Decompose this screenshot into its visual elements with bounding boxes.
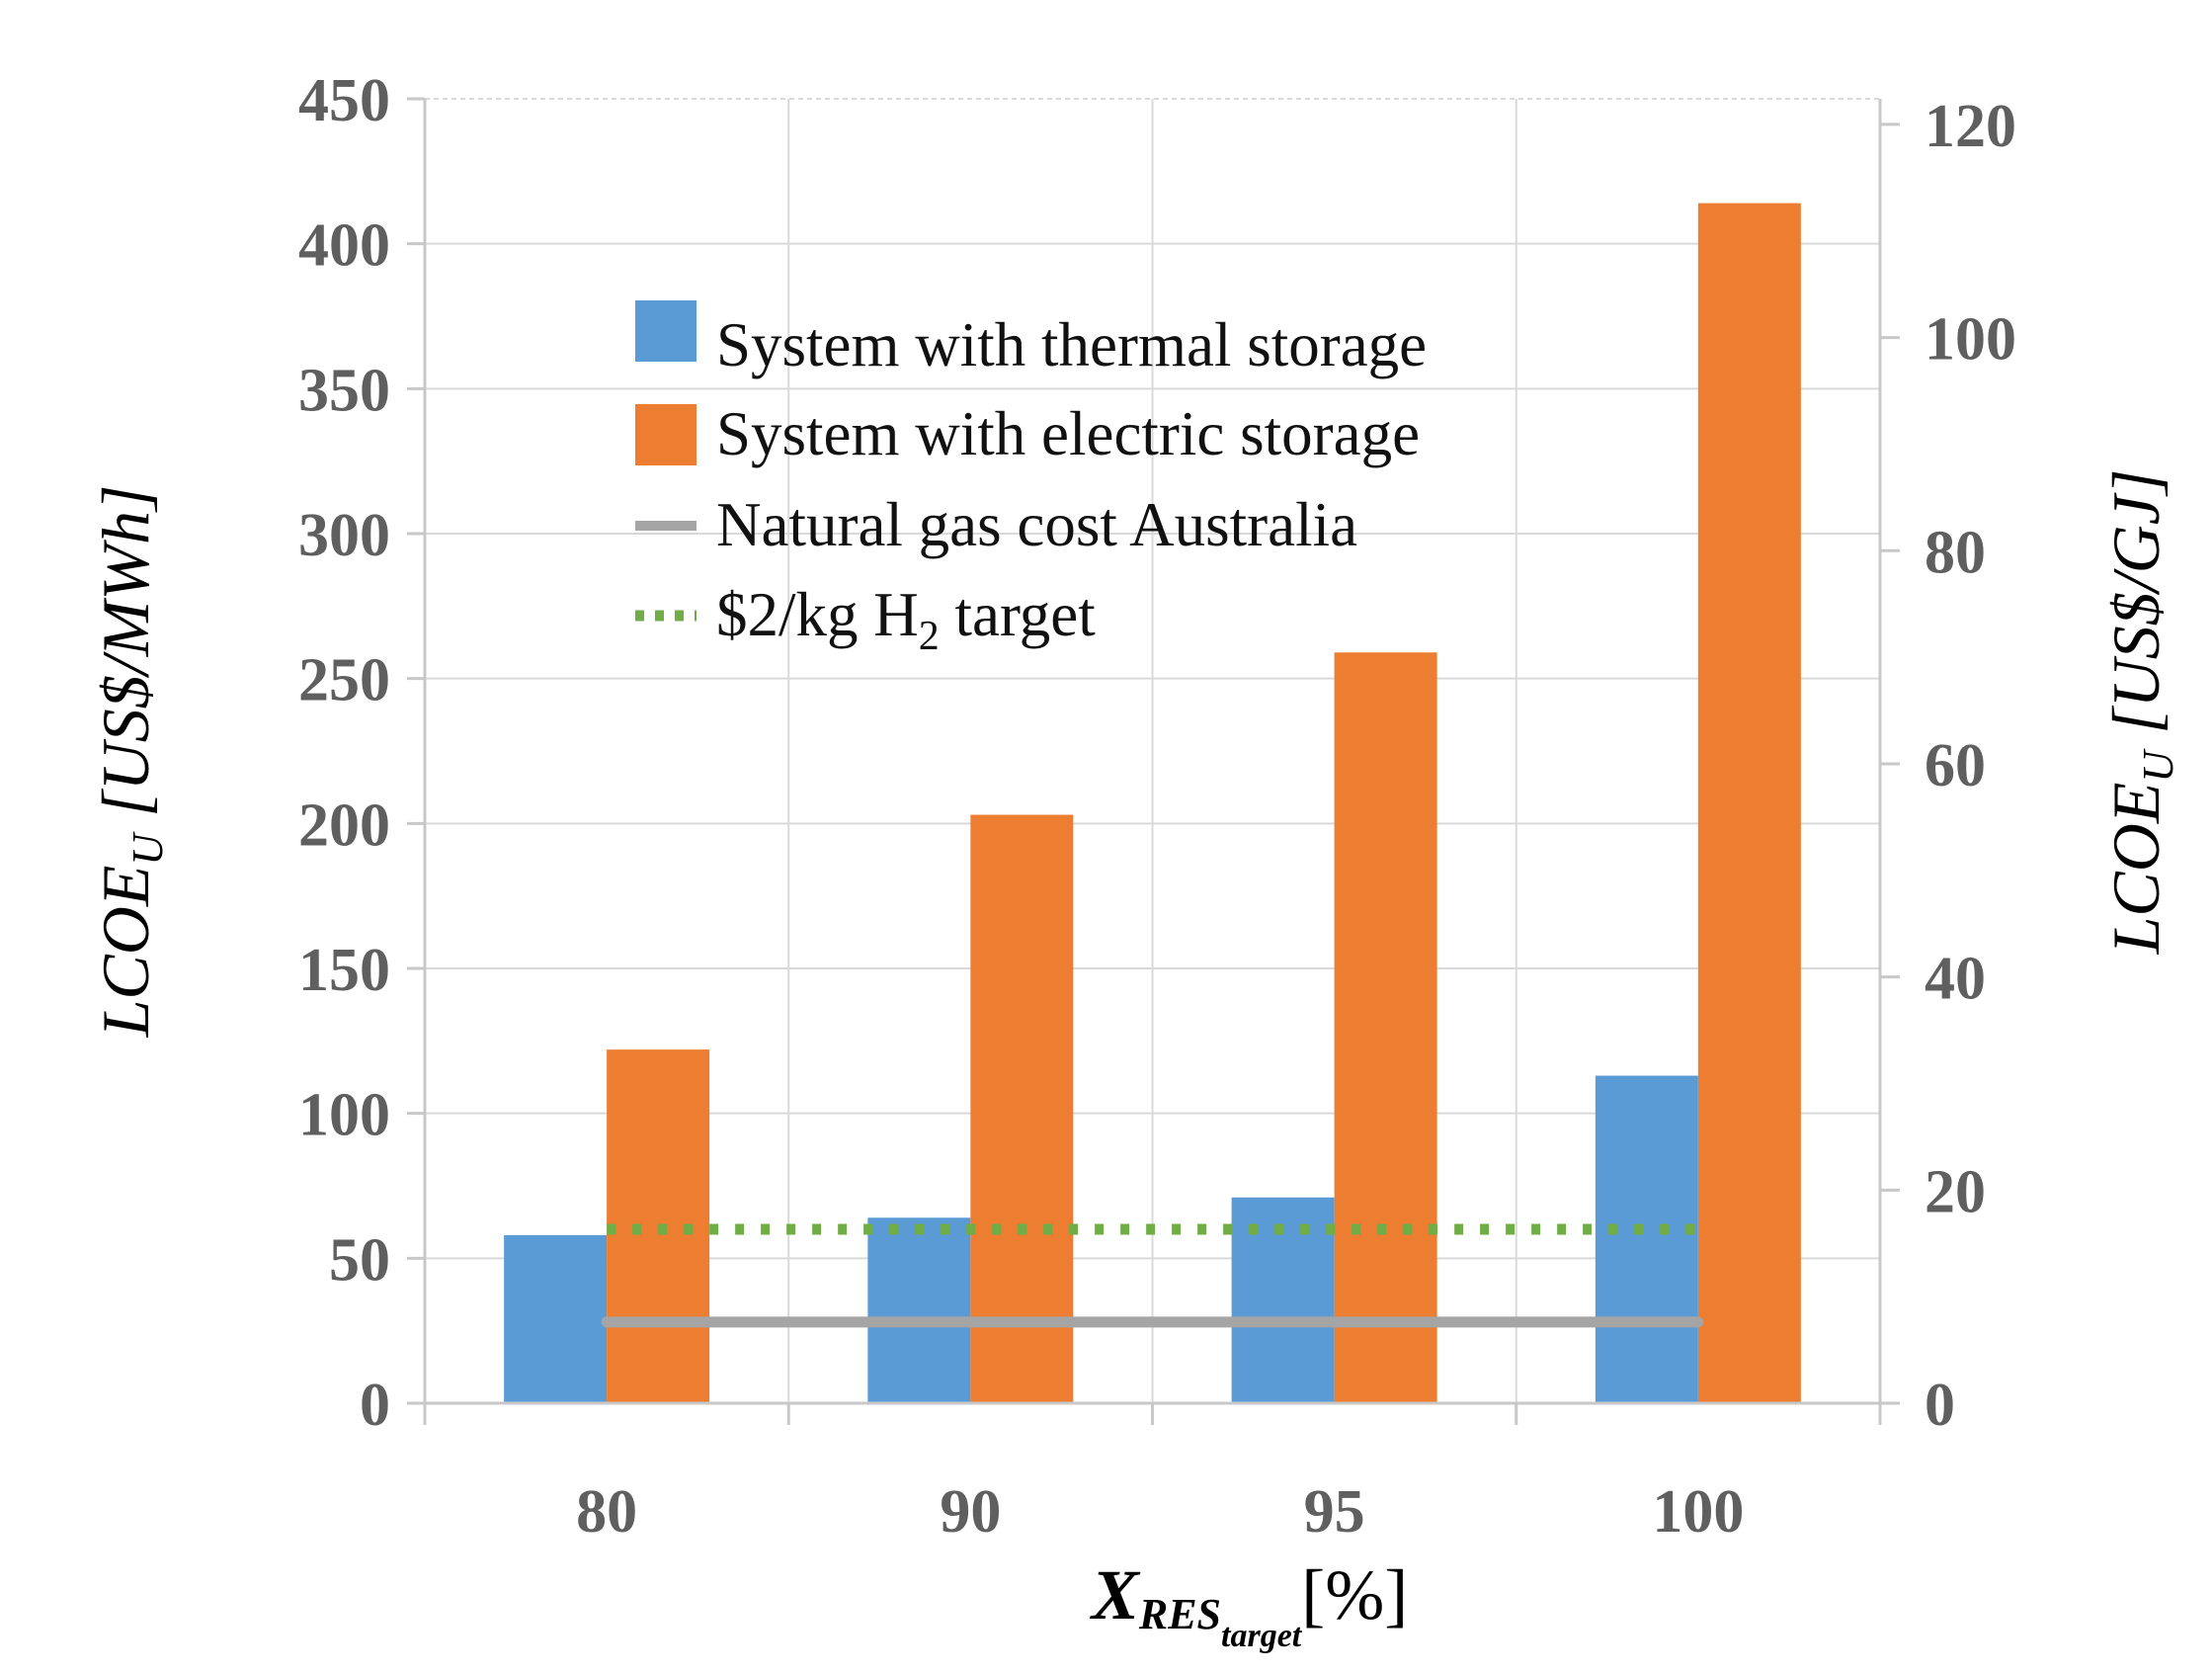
legend-item-natural-gas: Natural gas cost Australia	[635, 490, 1357, 559]
legend-label-h2-subscript: 2	[919, 614, 940, 659]
legend-label-h2-name: $2/kg H	[716, 580, 919, 649]
y-tick-label: 400	[298, 212, 390, 280]
y2-axis-title-sub: U	[2134, 748, 2182, 783]
bars	[504, 203, 1801, 1404]
legend-label-natural-gas: Natural gas cost Australia	[716, 490, 1357, 559]
x-axis-title-unit: [%]	[1301, 1555, 1408, 1634]
legend-label-thermal: System with thermal storage	[716, 310, 1427, 379]
y-tick-label: 300	[298, 502, 390, 569]
x-axis-title-sub: RES	[1138, 1590, 1221, 1638]
legend-item-thermal: System with thermal storage	[635, 300, 1427, 379]
bar-electric-storage	[1334, 652, 1437, 1403]
y-tick-label: 250	[298, 647, 390, 714]
y2-tick-label: 80	[1925, 519, 1986, 586]
x-tick-label: 80	[576, 1478, 637, 1546]
y-tick-label: 200	[298, 792, 390, 859]
bar-thermal-storage	[1595, 1075, 1698, 1403]
bar-electric-storage	[1697, 203, 1801, 1404]
y-axis-title: LCOEU [US$/MWh]	[88, 485, 172, 1039]
y2-axis-title-main: LCOE	[2098, 783, 2173, 956]
legend-swatch-thermal	[635, 300, 696, 362]
bar-thermal-storage	[504, 1234, 608, 1403]
y-tick-label: 150	[298, 937, 390, 1004]
legend-item-electric: System with electric storage	[635, 399, 1420, 468]
y2-tick-label: 0	[1925, 1372, 1955, 1439]
y2-tick-label: 60	[1925, 732, 1986, 799]
bar-thermal-storage	[867, 1217, 971, 1403]
tick-labels: 0 50 100 150 200 250 300 350 400 450 0 20 40 60 80 100 1…	[298, 67, 2016, 1546]
y-tick-label: 450	[298, 67, 390, 134]
bar-electric-storage	[970, 814, 1074, 1403]
x-axis-title-subsub: target	[1221, 1618, 1303, 1654]
y2-tick-label: 20	[1925, 1158, 1986, 1225]
y-tick-label: 0	[360, 1372, 390, 1439]
y-axis-title-unit: [US$/MWh]	[88, 485, 163, 834]
x-axis-title-main: X	[1090, 1555, 1141, 1634]
y-axis-title-main: LCOE	[88, 866, 163, 1039]
y2-tick-label: 100	[1925, 306, 2016, 374]
y2-tick-label: 120	[1925, 93, 2016, 160]
y-tick-label: 50	[329, 1226, 390, 1294]
y2-axis-title: LCOEU [US$/GJ]	[2098, 469, 2182, 956]
legend-label-h2-suffix: target	[940, 580, 1097, 649]
legend-label-electric: System with electric storage	[716, 399, 1420, 468]
x-tick-label: 90	[940, 1478, 1001, 1546]
x-axis-title: XREStarget[%]	[1090, 1555, 1408, 1654]
y-axis-title-sub: U	[123, 831, 172, 866]
legend-label-h2-target: $2/kg H2 target	[716, 580, 1096, 659]
y-tick-label: 100	[298, 1082, 390, 1149]
y2-tick-label: 40	[1925, 946, 1986, 1013]
legend-swatch-electric	[635, 404, 696, 465]
x-tick-label: 100	[1652, 1478, 1744, 1546]
legend: System with thermal storage System with …	[635, 300, 1427, 659]
y2-axis-title-unit: [US$/GJ]	[2098, 469, 2173, 751]
y-tick-label: 350	[298, 357, 390, 424]
axes	[407, 97, 1900, 1425]
legend-item-h2-target: $2/kg H2 target	[635, 580, 1096, 659]
x-tick-label: 95	[1304, 1478, 1365, 1546]
reference-lines	[601, 1223, 1704, 1328]
